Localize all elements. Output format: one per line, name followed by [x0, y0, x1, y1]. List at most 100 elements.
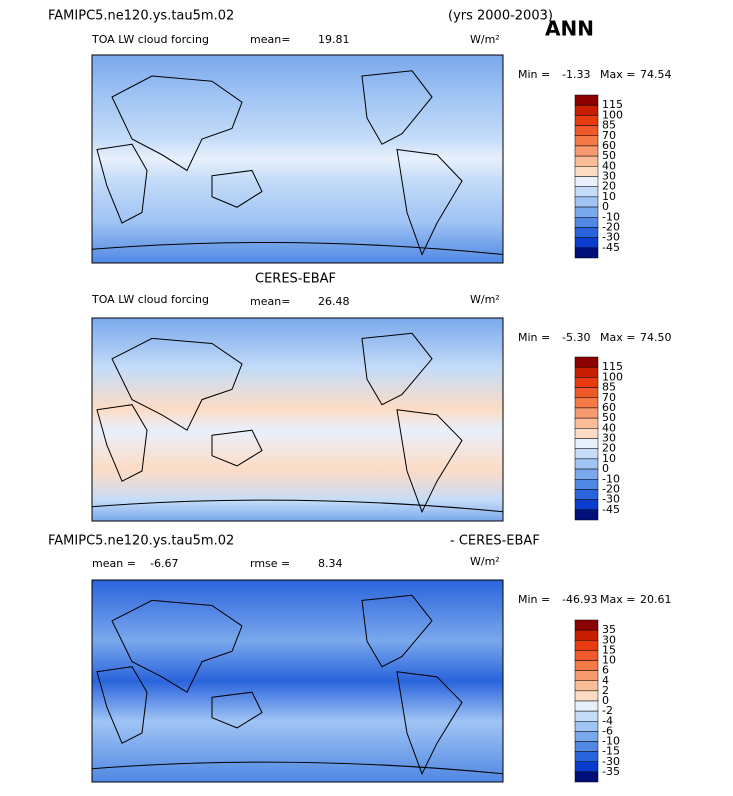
colorbar-box	[574, 145, 599, 157]
colorbar-box	[574, 125, 599, 136]
colorbar-box	[574, 155, 599, 167]
colorbar-label: 100	[602, 108, 623, 121]
colorbar-box	[574, 247, 599, 259]
colorbar-box	[574, 217, 599, 228]
max: 74.54	[640, 68, 672, 81]
colorbar-label: 20	[602, 180, 616, 193]
colorbar-label: -35	[602, 765, 620, 778]
colorbar-box	[574, 710, 599, 722]
colorbar-label: 85	[602, 119, 616, 132]
min-label: Min =	[518, 68, 550, 81]
mean: -6.67	[150, 557, 178, 570]
units: W/m²	[470, 555, 500, 568]
colorbar-box	[574, 761, 599, 773]
colorbar-box	[574, 660, 599, 671]
colorbar-box	[574, 619, 599, 631]
colorbar-box	[574, 387, 599, 398]
colorbar-label: -45	[602, 503, 620, 516]
colorbar-label: -6	[602, 724, 613, 737]
colorbar-box	[574, 206, 599, 218]
colorbar-label: 40	[602, 159, 616, 172]
max-label: Max =	[600, 331, 635, 344]
colorbar-label: 0	[602, 462, 609, 475]
colorbar-box	[574, 499, 599, 511]
colorbar-box	[574, 196, 599, 208]
colorbar-box	[574, 176, 599, 187]
colorbar-box	[574, 479, 599, 490]
max: 74.50	[640, 331, 672, 344]
colorbar-label: 6	[602, 664, 609, 677]
panel-title: - CERES-EBAF	[450, 534, 540, 549]
max-label: Max =	[600, 68, 635, 81]
mean: 26.48	[318, 295, 350, 308]
colorbar-label: 60	[602, 401, 616, 414]
variable: TOA LW cloud forcing	[91, 33, 209, 46]
max: 20.61	[640, 593, 672, 606]
colorbar-label: 35	[602, 623, 616, 636]
colorbar-box	[574, 448, 599, 460]
colorbar-label: 100	[602, 370, 623, 383]
colorbar-label: 15	[602, 643, 616, 656]
colorbar-box	[574, 135, 599, 147]
colorbar-label: -45	[602, 241, 620, 254]
min-label: Min =	[518, 331, 550, 344]
colorbar-box	[574, 417, 599, 429]
colorbar-label: 4	[602, 674, 609, 687]
colorbar-label: -30	[602, 231, 620, 244]
colorbar-box	[574, 509, 599, 521]
colorbar-box	[574, 166, 599, 177]
colorbar-label: 2	[602, 684, 609, 697]
min: -5.30	[562, 331, 590, 344]
colorbar-label: -30	[602, 493, 620, 506]
colorbar-box	[574, 377, 599, 388]
years: (yrs 2000-2003)	[448, 9, 553, 24]
units: W/m²	[470, 33, 500, 46]
max-label: Max =	[600, 593, 635, 606]
colorbar-box	[574, 721, 599, 732]
mean-label: mean=	[250, 33, 290, 46]
colorbar-label: 40	[602, 421, 616, 434]
colorbar-label: 30	[602, 633, 616, 646]
colorbar-box	[574, 407, 599, 419]
colorbar-box	[574, 104, 599, 116]
colorbar-box	[574, 186, 599, 198]
colorbar-label: -15	[602, 745, 620, 758]
colorbar-box	[574, 700, 599, 712]
colorbar-box	[574, 438, 599, 449]
colorbar-box	[574, 640, 599, 651]
mean-label: mean=	[250, 295, 290, 308]
colorbar-label: 30	[602, 432, 616, 445]
colorbar-label: 20	[602, 442, 616, 455]
colorbar-box	[574, 489, 599, 500]
colorbar-box	[574, 670, 599, 681]
colorbar-box	[574, 690, 599, 702]
rmse-label: rmse =	[250, 557, 290, 570]
colorbar-label: -2	[602, 704, 613, 717]
season: ANN	[545, 17, 594, 41]
colorbar-box	[574, 741, 599, 752]
colorbar-label: 70	[602, 391, 616, 404]
colorbar-label: -10	[602, 735, 620, 748]
colorbar-box	[574, 629, 599, 641]
colorbar-label: 0	[602, 200, 609, 213]
colorbar-label: 10	[602, 654, 616, 667]
colorbar-box	[574, 650, 599, 661]
colorbar-label: 85	[602, 381, 616, 394]
colorbar-label: 10	[602, 452, 616, 465]
variable: TOA LW cloud forcing	[91, 293, 209, 306]
colorbar-box	[574, 227, 599, 238]
units: W/m²	[470, 293, 500, 306]
colorbar-box	[574, 237, 599, 249]
colorbar-label: -10	[602, 210, 620, 223]
colorbar-label: 115	[602, 98, 623, 111]
colorbar-label: 0	[602, 694, 609, 707]
colorbar-box	[574, 680, 599, 692]
panel-title: CERES-EBAF	[255, 272, 336, 287]
mean-label: mean =	[92, 557, 136, 570]
colorbar-box	[574, 94, 599, 106]
colorbar-label: -20	[602, 482, 620, 495]
colorbar-box	[574, 366, 599, 378]
colorbar-box	[574, 458, 599, 470]
